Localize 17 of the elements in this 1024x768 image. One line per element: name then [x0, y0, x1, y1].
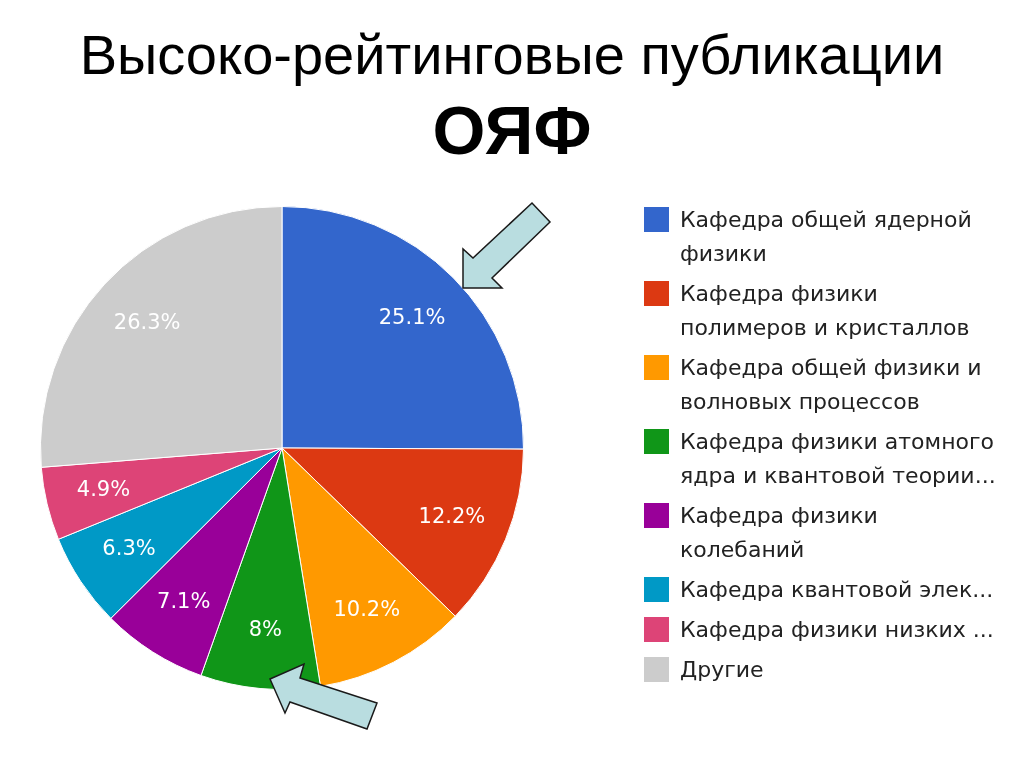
data-label: 25.1% [378, 304, 446, 329]
legend-label: Другие [680, 656, 765, 684]
legend-label: Кафедра физики атомного ядра и квантовой теории... [680, 428, 997, 490]
data-label: 7.1% [157, 589, 211, 614]
chart-subtitle: ОЯФ [431, 92, 593, 168]
legend-label: Кафедра физики низких ... [680, 616, 995, 644]
chart-title: Высоко-рейтинговые публикации [78, 23, 946, 87]
data-label: 12.2% [418, 503, 486, 528]
legend-label: Кафедра физики колебаний [680, 502, 879, 564]
legend-label: Кафедра физики полимеров и кристаллов [680, 280, 971, 342]
data-label: 6.3% [102, 535, 156, 560]
data-label: 4.9% [76, 476, 131, 501]
legend-label: Кафедра общей физики и волновых процессов [680, 354, 983, 416]
data-label: 8% [248, 617, 282, 642]
legend-label: Кафедра общей ядерной физики [680, 206, 973, 268]
legend-label: Кафедра квантовой элек... [680, 576, 995, 604]
data-label: 10.2% [333, 597, 401, 622]
